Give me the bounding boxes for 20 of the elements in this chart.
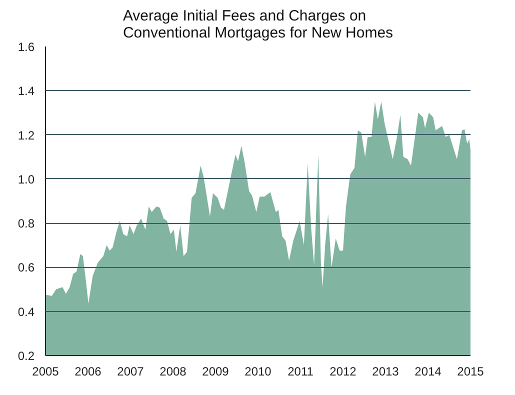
x-tick-label: 2007 (117, 364, 144, 378)
chart-title: Average Initial Fees and Charges on Conventional Mortgages for New Homes (122, 8, 394, 42)
y-tick-label: 0.4 (18, 304, 35, 319)
y-tick-label: 0.6 (18, 260, 35, 275)
y-tick-label: 1.4 (18, 84, 35, 98)
y-tick-label: 1.0 (18, 172, 35, 186)
y-tick-label: 0.2 (18, 349, 35, 363)
x-tick-label: 2009 (202, 364, 230, 378)
x-tick-label: 2006 (74, 364, 102, 378)
x-tick-label: 2005 (32, 364, 60, 378)
x-tick-label: 2015 (457, 364, 484, 378)
y-tick-label: 0.8 (18, 216, 35, 231)
x-tick-label: 2008 (160, 364, 187, 378)
x-tick-label: 2011 (288, 364, 314, 378)
x-tick-label: 2012 (330, 364, 357, 378)
x-tick-label: 2014 (414, 364, 442, 378)
x-tick-label: 2010 (244, 364, 272, 378)
x-tick-label: 2013 (372, 364, 400, 378)
y-tick-label: 1.6 (18, 40, 35, 54)
y-tick-label: 1.2 (18, 128, 35, 142)
